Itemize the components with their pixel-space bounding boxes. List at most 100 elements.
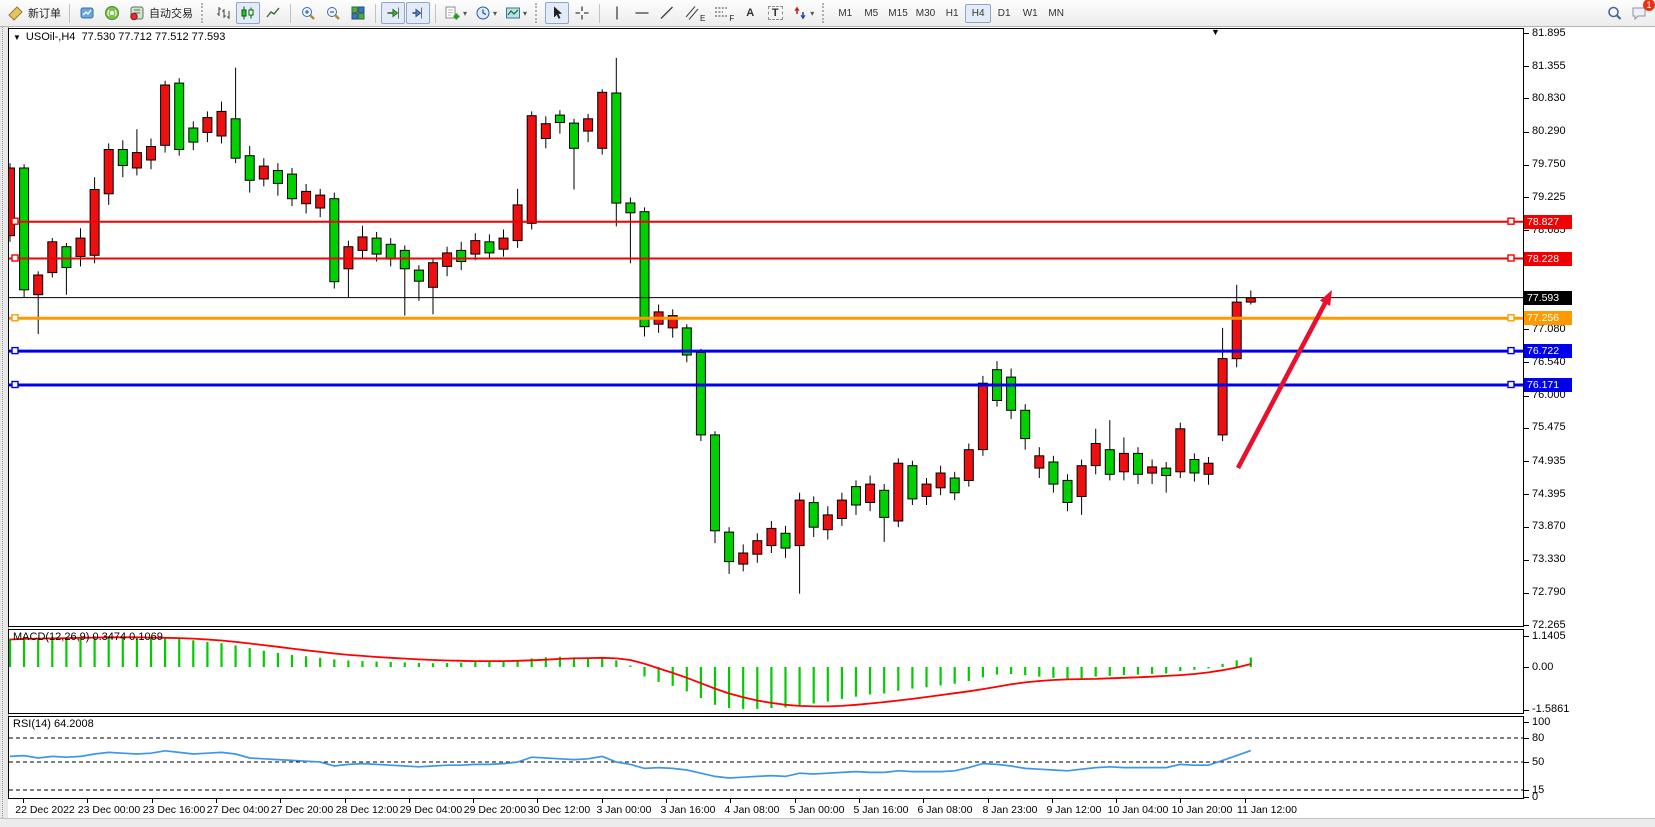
candle-body (315, 194, 326, 209)
vertical-line-tool-button[interactable] (605, 2, 629, 24)
template-icon (504, 5, 521, 22)
timeframe-button-M5[interactable]: M5 (858, 4, 884, 23)
price-tick-label: 77.080 (1532, 323, 1566, 335)
label-tool-icon: T (767, 6, 783, 20)
candle-body (569, 122, 579, 149)
horizontal-line-tool-button[interactable] (630, 2, 654, 24)
candle-body (1076, 465, 1087, 498)
candle-body (611, 92, 622, 204)
bar-chart-button[interactable] (211, 2, 235, 24)
periods-button[interactable]: ▾ (471, 2, 500, 24)
new-chart-button[interactable]: ▾ (441, 2, 470, 24)
time-tick-label: 29 Dec 20:00 (463, 804, 527, 816)
hline-76.171[interactable] (9, 380, 1523, 389)
price-tick-label: 76.540 (1532, 356, 1566, 368)
price-tick-label: 72.790 (1532, 586, 1566, 598)
price-chart-canvas[interactable] (9, 29, 1523, 626)
channel-letter: E (700, 14, 706, 23)
time-tick (1116, 799, 1117, 803)
time-tick (23, 799, 24, 803)
candle-body (963, 449, 974, 482)
candle-body (780, 532, 791, 549)
time-tick-label: 3 Jan 16:00 (660, 804, 716, 816)
timeframe-button-W1[interactable]: W1 (1017, 4, 1043, 23)
candle-body (1147, 466, 1158, 474)
candle-body (131, 152, 142, 169)
rsi-canvas[interactable] (9, 717, 1523, 798)
macd-label: MACD(12,26,9) 0.3474 0.1069 (13, 631, 163, 643)
hline-78.228[interactable] (9, 254, 1523, 262)
candle-body (202, 117, 213, 133)
channel-tool-button[interactable]: E (680, 2, 708, 24)
bar-chart-icon (215, 5, 232, 22)
dropdown-caret: ▾ (810, 8, 815, 18)
candle-body (258, 165, 269, 180)
trend-arrow-annotation[interactable] (1235, 290, 1332, 470)
hline-78.827[interactable] (9, 217, 1523, 225)
candle-body (851, 486, 861, 506)
candle-body (1118, 452, 1129, 473)
timeframe-button-H4[interactable]: H4 (965, 4, 992, 23)
search-button[interactable] (1602, 2, 1626, 24)
zoom-in-button[interactable] (296, 2, 320, 24)
hline-77.256[interactable] (9, 314, 1523, 322)
candle-body (794, 499, 805, 547)
macd-canvas[interactable] (9, 630, 1523, 713)
timeframe-button-M30[interactable]: M30 (912, 4, 939, 23)
cursor-tool-button[interactable] (545, 2, 570, 24)
candle-body (1189, 459, 1200, 474)
rsi-tick-label: 100 (1532, 716, 1551, 728)
price-tick (1524, 230, 1529, 231)
hline-76.722[interactable] (9, 346, 1523, 355)
line-chart-button[interactable] (261, 2, 285, 24)
crosshair-tool-button[interactable] (570, 2, 594, 24)
time-tick-label: 23 Dec 00:00 (77, 804, 141, 816)
price-tick-label: 75.475 (1532, 421, 1566, 433)
rsi-label: RSI(14) 64.2008 (13, 718, 94, 730)
candle-body (1245, 297, 1256, 303)
candle-body (639, 211, 650, 328)
candle-body (188, 127, 199, 143)
templates-button[interactable]: ▾ (501, 2, 530, 24)
text-tool-button[interactable]: A (738, 2, 762, 24)
timeframe-button-M15[interactable]: M15 (884, 4, 911, 23)
text-tool-icon: A (746, 7, 755, 19)
label-tool-button[interactable]: T (763, 2, 787, 24)
candle-body (428, 262, 438, 288)
price-tick (1524, 33, 1529, 34)
autotrading-button[interactable]: 自动交易 (125, 2, 196, 24)
toolbar-group-handle (535, 3, 540, 23)
alerts-button[interactable] (100, 2, 124, 24)
vertical-line-icon (609, 5, 626, 22)
timeframe-button-M1[interactable]: M1 (832, 4, 858, 23)
time-tick-label: 8 Jan 23:00 (982, 804, 1038, 816)
candle-body (456, 249, 467, 262)
auto-scroll-icon (385, 5, 402, 22)
terminal-button[interactable] (75, 2, 99, 24)
candle-chart-button[interactable] (236, 2, 260, 24)
time-tick (280, 799, 281, 803)
rsi-tick-label: 80 (1532, 732, 1545, 744)
fibonacci-tool-button[interactable]: F (709, 2, 737, 24)
candle-body (1133, 452, 1143, 475)
auto-scroll-button[interactable] (381, 2, 405, 24)
timeframe-button-H1[interactable]: H1 (939, 4, 965, 23)
time-tick (988, 799, 989, 803)
timeframe-group: M1 M5 M15 M30 H1 H4 D1 W1 MN (832, 3, 1069, 23)
trendline-tool-button[interactable] (655, 2, 679, 24)
timeframe-button-D1[interactable]: D1 (991, 4, 1017, 23)
time-axis[interactable]: 22 Dec 2022 23 Dec 00:00 23 Dec 16:00 27 De… (8, 799, 1524, 818)
zoom-out-button[interactable] (321, 2, 345, 24)
timeframe-button-MN[interactable]: MN (1043, 4, 1069, 23)
tile-windows-button[interactable] (346, 2, 370, 24)
arrows-tool-button[interactable]: ▾ (788, 2, 817, 24)
macd-signal-line (9, 636, 1252, 708)
notifications-button[interactable]: 1 (1627, 0, 1655, 24)
price-tick (1524, 165, 1529, 166)
candle-body (710, 434, 720, 532)
chart-shift-button[interactable] (406, 2, 430, 24)
chart-symbol-period: USOil-,H4 (25, 31, 76, 43)
rsi-tick (1524, 738, 1529, 739)
new-order-button[interactable]: 新订单 (4, 2, 64, 24)
candle-body (413, 269, 424, 282)
